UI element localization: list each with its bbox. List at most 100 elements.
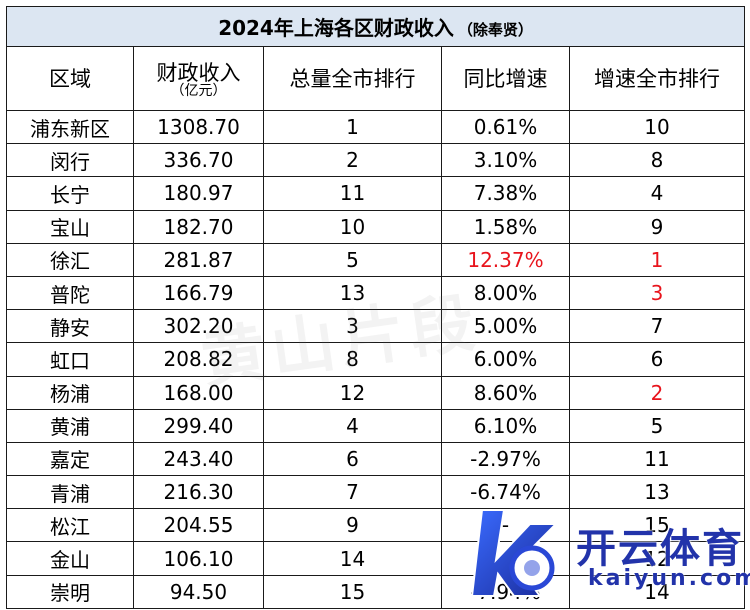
cell-district: 宝山 [6, 209, 134, 244]
cell-growth: 12.37% [441, 242, 570, 277]
cell-revenue: 299.40 [133, 408, 264, 443]
cell-revenue: 208.82 [133, 342, 264, 377]
cell-revenue: 94.50 [133, 574, 264, 609]
cell-growth: -7.94% [441, 574, 570, 609]
cell-total-rank: 11 [263, 176, 442, 211]
revenue-table: 2024年上海各区财政收入 （除奉贤） 区域 财政收入 （亿元） 总量全市排行 同… [5, 6, 746, 609]
cell-growth: 1.58% [441, 209, 570, 244]
cell-growth-rank: 12 [568, 541, 746, 576]
cell-total-rank: 9 [263, 508, 442, 543]
table-row: 杨浦 168.00 12 8.60% 2 [6, 375, 746, 410]
cell-district: 浦东新区 [6, 109, 134, 145]
table-row: 松江 204.55 9-15 [6, 508, 746, 543]
cell-growth: - [441, 541, 570, 576]
header-revenue-unit: （亿元） [170, 82, 227, 99]
cell-district: 静安 [6, 309, 134, 344]
table-title-cell: 2024年上海各区财政收入 （除奉贤） [5, 6, 746, 47]
cell-growth: 7.38% [441, 176, 570, 211]
cell-revenue: 1308.70 [133, 109, 264, 145]
cell-district: 松江 [6, 508, 134, 543]
cell-revenue: 336.70 [133, 143, 264, 178]
table-row: 普陀 166.79 13 8.00% 3 [6, 275, 746, 311]
cell-total-rank: 1 [263, 109, 442, 145]
cell-growth: 8.00% [441, 275, 570, 311]
cell-growth-rank: 6 [568, 342, 746, 377]
cell-total-rank: 8 [263, 342, 442, 377]
cell-revenue: 180.97 [133, 176, 264, 211]
cell-growth: 0.61% [441, 109, 570, 145]
cell-growth-rank: 13 [568, 475, 746, 510]
cell-district: 徐汇 [6, 242, 134, 277]
header-revenue: 财政收入 （亿元） [133, 46, 264, 111]
cell-district: 长宁 [6, 176, 134, 211]
cell-total-rank: 7 [263, 475, 442, 510]
table-row: 浦东新区 1308.70 1 0.61% 10 [6, 109, 746, 145]
cell-growth-rank: 11 [568, 441, 746, 477]
cell-growth: 5.00% [441, 309, 570, 344]
cell-total-rank: 3 [263, 309, 442, 344]
cell-growth-rank: 1 [568, 242, 746, 277]
cell-total-rank: 14 [263, 541, 442, 576]
cell-total-rank: 4 [263, 408, 442, 443]
cell-district: 青浦 [6, 475, 134, 510]
table-row: 青浦 216.30 7 -6.74% 13 [6, 475, 746, 510]
cell-total-rank: 13 [263, 275, 442, 311]
cell-revenue: 281.87 [133, 242, 264, 277]
cell-growth-rank: 9 [568, 209, 746, 244]
header-growth-rank: 增速全市排行 [568, 46, 746, 111]
cell-growth: -2.97% [441, 441, 570, 477]
table-row: 嘉定 243.40 6 -2.97% 11 [6, 441, 746, 477]
cell-growth-rank: 5 [568, 408, 746, 443]
cell-growth: - [441, 508, 570, 543]
cell-district: 闵行 [6, 143, 134, 178]
cell-district: 崇明 [6, 574, 134, 609]
cell-growth-rank: 15 [568, 508, 746, 543]
cell-district: 金山 [6, 541, 134, 576]
cell-revenue: 302.20 [133, 309, 264, 344]
cell-total-rank: 12 [263, 375, 442, 410]
header-row: 区域 财政收入 （亿元） 总量全市排行 同比增速 增速全市排行 [6, 46, 746, 111]
header-growth: 同比增速 [441, 46, 570, 111]
table-row: 金山 106.10 14-12 [6, 541, 746, 576]
cell-growth: 6.00% [441, 342, 570, 377]
header-revenue-label: 财政收入 [156, 60, 241, 85]
table-row: 徐汇 281.87 5 12.37% 1 [6, 242, 746, 277]
cell-total-rank: 2 [263, 143, 442, 178]
table-row: 崇明 94.50 15 -7.94% 14 [6, 574, 746, 609]
cell-growth: -6.74% [441, 475, 570, 510]
table-row: 黄浦 299.40 4 6.10% 5 [6, 408, 746, 443]
cell-revenue: 216.30 [133, 475, 264, 510]
cell-growth-rank: 3 [568, 275, 746, 311]
table-row: 静安 302.20 3 5.00% 7 [6, 309, 746, 344]
table-row: 长宁 180.97 11 7.38% 4 [6, 176, 746, 211]
cell-district: 杨浦 [6, 375, 134, 410]
cell-district: 普陀 [6, 275, 134, 311]
cell-total-rank: 6 [263, 441, 442, 477]
cell-revenue: 166.79 [133, 275, 264, 311]
cell-total-rank: 10 [263, 209, 442, 244]
cell-revenue: 204.55 [133, 508, 264, 543]
cell-total-rank: 15 [263, 574, 442, 609]
table-row: 闵行 336.70 2 3.10% 8 [6, 143, 746, 178]
table-row: 虹口 208.82 8 6.00% 6 [6, 342, 746, 377]
table-title: 2024年上海各区财政收入 [218, 16, 454, 40]
cell-revenue: 106.10 [133, 541, 264, 576]
cell-growth: 8.60% [441, 375, 570, 410]
cell-growth-rank: 4 [568, 176, 746, 211]
title-row: 2024年上海各区财政收入 （除奉贤） [5, 6, 746, 47]
cell-district: 黄浦 [6, 408, 134, 443]
cell-growth-rank: 10 [568, 109, 746, 145]
cell-growth: 3.10% [441, 143, 570, 178]
cell-revenue: 168.00 [133, 375, 264, 410]
cell-growth-rank: 2 [568, 375, 746, 410]
cell-total-rank: 5 [263, 242, 442, 277]
header-total-rank: 总量全市排行 [263, 46, 442, 111]
header-district: 区域 [6, 46, 134, 111]
cell-growth-rank: 7 [568, 309, 746, 344]
table-row: 宝山 182.70 10 1.58% 9 [6, 209, 746, 244]
cell-growth: 6.10% [441, 408, 570, 443]
cell-revenue: 182.70 [133, 209, 264, 244]
table-title-note: （除奉贤） [457, 21, 533, 39]
cell-revenue: 243.40 [133, 441, 264, 477]
